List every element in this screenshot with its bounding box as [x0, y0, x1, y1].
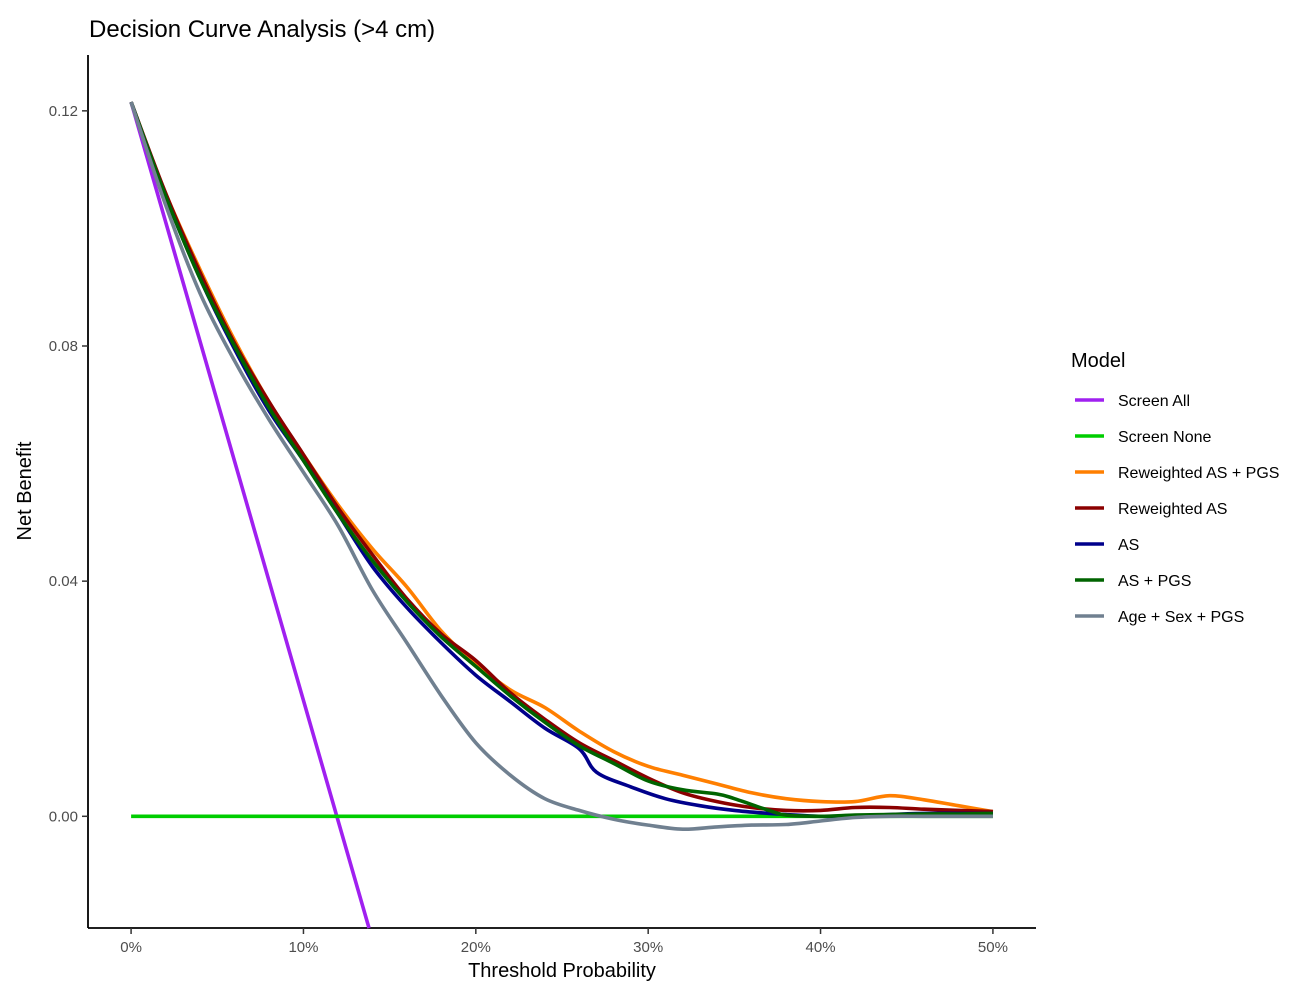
- x-tick-label: 50%: [978, 939, 1008, 956]
- y-axis-title: Net Benefit: [14, 441, 36, 540]
- series-line-as: [129, 101, 993, 819]
- series-line-reweighted-as-pgs: [129, 101, 994, 814]
- y-tick-label: 0.12: [49, 103, 78, 120]
- series-line-as-pgs: [129, 101, 993, 819]
- x-tick-label: 20%: [461, 939, 491, 956]
- legend-label-as: AS: [1118, 537, 1139, 554]
- y-tick-label: 0.04: [49, 573, 78, 590]
- plot-axes: [87, 55, 1036, 929]
- legend-label-reweighted-as-pgs: Reweighted AS + PGS: [1118, 465, 1279, 482]
- y-tick-label: 0.00: [49, 808, 78, 825]
- legend-label-screen-all: Screen All: [1118, 393, 1190, 410]
- series-line-screen-all: [129, 101, 371, 929]
- legend-label-screen-none: Screen None: [1118, 429, 1211, 446]
- legend-title: Model: [1071, 350, 1125, 372]
- legend-label-age-sex-pgs: Age + Sex + PGS: [1118, 609, 1244, 626]
- series-line-age-sex-pgs: [129, 101, 993, 832]
- x-tick-label: 10%: [288, 939, 318, 956]
- legend: Model Screen All Screen None Reweighted AS…: [1071, 350, 1279, 626]
- x-tick-label: 0%: [120, 939, 142, 956]
- x-axis-title: Threshold Probability: [468, 960, 656, 982]
- series-line-reweighted-as: [129, 101, 993, 814]
- legend-label-as-pgs: AS + PGS: [1118, 573, 1191, 590]
- y-tick-label: 0.08: [49, 338, 78, 355]
- legend-label-reweighted-as: Reweighted AS: [1118, 501, 1227, 518]
- axis-ticks: 0% 10% 20% 30% 40% 50% 0.00 0.04 0.08 0.12: [49, 103, 1008, 956]
- x-tick-label: 30%: [633, 939, 663, 956]
- x-tick-label: 40%: [806, 939, 836, 956]
- chart-title: Decision Curve Analysis (>4 cm): [89, 16, 435, 43]
- series-lines: [129, 101, 994, 929]
